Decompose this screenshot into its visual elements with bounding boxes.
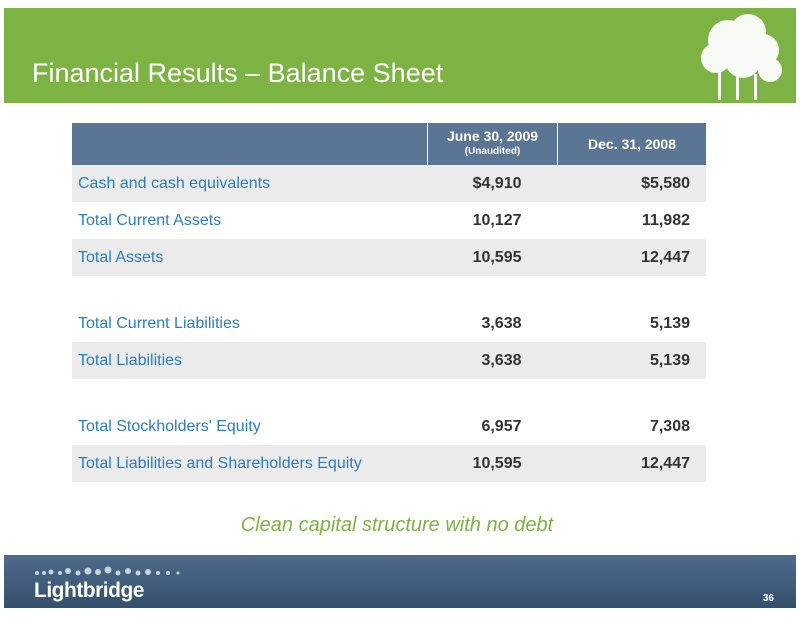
column-note: (Unaudited) [464,146,521,157]
column-label: Dec. 31, 2008 [588,135,676,152]
value-cell: 3,638 [481,314,522,332]
value-cell: 12,447 [557,239,706,276]
value-cell: 10,595 [427,239,558,276]
value-cell: 10,127 [472,211,522,229]
tree-icon [701,14,782,100]
row-label: Total Current Liabilities [78,314,240,332]
value-cell: 12,447 [557,445,706,482]
spacer-row [72,276,706,305]
value-cell: 11,982 [641,211,690,229]
value-cell: 5,139 [557,342,706,379]
header-cell: June 30, 2009 (Unaudited) [427,123,558,165]
spacer-cell [72,379,706,408]
table-row: Total Assets 10,595 12,447 [72,239,706,276]
table-row: Total Stockholders' Equity 6,957 7,308 [72,408,706,445]
row-label: Total Current Assets [78,211,222,229]
page-number: 36 [762,593,774,604]
table-row: Total Liabilities 3,638 5,139 [72,342,706,379]
row-label: Total Assets [72,239,428,276]
table-row: Total Current Assets 10,127 11,982 [72,202,706,239]
spacer-row [72,379,706,408]
row-label: Cash and cash equivalents [72,165,428,202]
table-row: Cash and cash equivalents $4,910 $5,580 [72,165,706,202]
value-cell: 6,957 [481,417,522,435]
table-row: Total Current Liabilities 3,638 5,139 [72,305,706,342]
footer-band: Lightbridge 36 [4,555,796,608]
logo-text: Lightbridge [34,579,144,602]
tagline: Clean capital structure with no debt [240,514,554,536]
value-cell: 5,139 [649,314,690,332]
value-cell: 10,595 [427,445,558,482]
value-cell: 7,308 [649,417,690,435]
value-cell: $4,910 [427,165,558,202]
slide-title: Financial Results – Balance Sheet [32,58,444,88]
column-label: June 30, 2009 [446,128,539,144]
value-cell: 3,638 [427,342,558,379]
balance-table: June 30, 2009 (Unaudited) Dec. 31, 2008 Ca… [72,123,706,482]
logo-dots [35,566,180,576]
table-row: Total Liabilities and Shareholders Equit… [72,445,706,482]
value-cell: $5,580 [557,165,706,202]
row-label: Total Liabilities [72,342,428,379]
row-label: Total Stockholders' Equity [78,417,261,435]
header-cell [72,123,428,165]
spacer-cell [72,276,706,305]
header-band [4,8,796,103]
row-label: Total Liabilities and Shareholders Equit… [72,445,428,482]
header-cell: Dec. 31, 2008 [557,123,706,165]
